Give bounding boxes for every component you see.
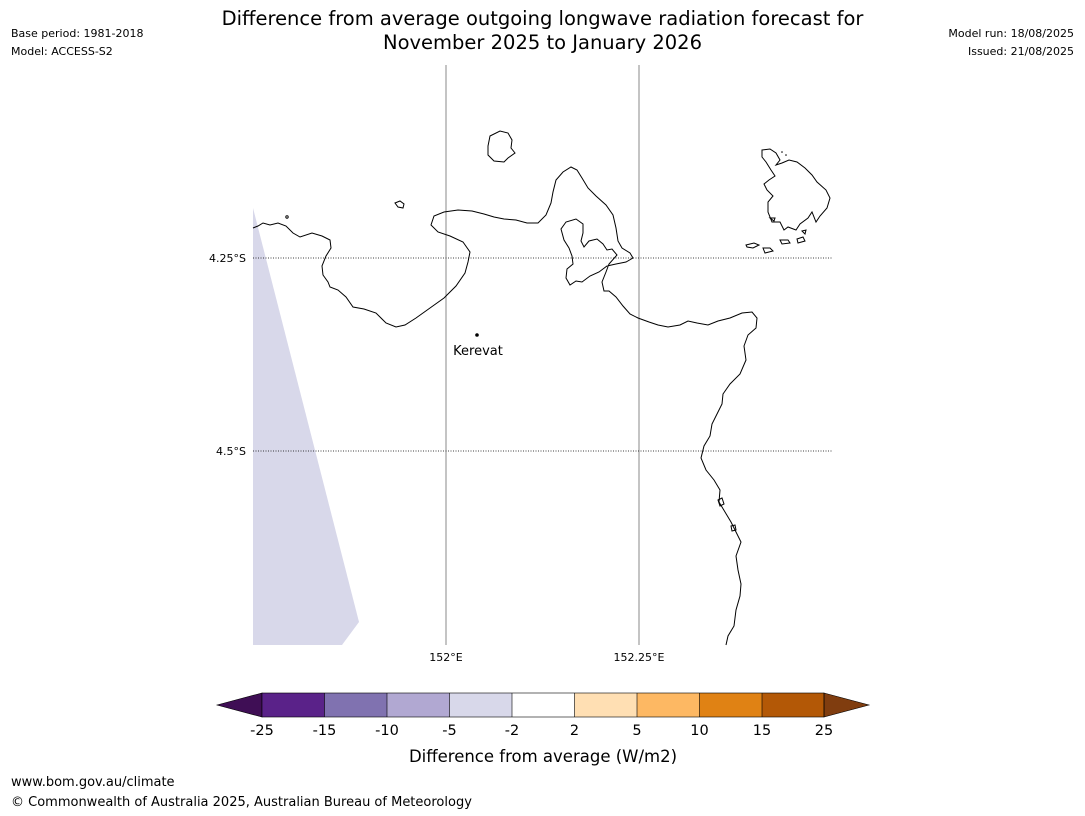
colorbar-tick: 15	[753, 723, 771, 739]
colorbar-tick: -10	[375, 723, 399, 739]
base-period: Base period: 1981-2018	[11, 27, 144, 40]
island-outline	[487, 130, 516, 163]
colorbar-segment	[699, 693, 762, 717]
model-run: Model run: 18/08/2025	[948, 27, 1074, 40]
colorbar-segment	[762, 693, 824, 717]
page-title: Difference from average outgoing longwav…	[0, 7, 1085, 55]
islet-outline	[781, 151, 783, 153]
place-label: Kerevat	[453, 344, 503, 359]
colorbar-segment	[637, 693, 700, 717]
colorbar-segment	[262, 693, 325, 717]
title-line-1: Difference from average outgoing longwav…	[221, 7, 864, 30]
colorbar-tick: -25	[250, 723, 274, 739]
kerevat-marker	[475, 333, 479, 337]
colorbar-segment	[449, 693, 512, 717]
islet-outline	[394, 200, 405, 209]
shaded-anomaly-region	[253, 208, 359, 645]
lat-label: 4.25°S	[209, 252, 246, 265]
lon-label: 152°E	[429, 651, 462, 664]
islet-outline	[779, 239, 791, 245]
islet-outline	[717, 497, 725, 507]
meta-right: Model run: 18/08/2025 Issued: 21/08/2025	[948, 25, 1074, 61]
islet-outline	[768, 217, 776, 222]
colorbar-tick: -2	[505, 723, 519, 739]
footer-url: www.bom.gov.au/climate	[11, 775, 175, 790]
colorbar-tick: 5	[632, 723, 641, 739]
colorbar-extend-low	[215, 692, 263, 718]
colorbar: -25 -15 -10 -5 -2 2 5 10 15 25 Differenc…	[215, 692, 871, 766]
colorbar-tick: -5	[442, 723, 456, 739]
model-name: Model: ACCESS-S2	[11, 45, 113, 58]
islet-outline	[745, 242, 761, 249]
colorbar-tick: 2	[570, 723, 579, 739]
island-outline	[761, 148, 831, 231]
colorbar-segment	[324, 693, 387, 717]
footer-copyright: © Commonwealth of Australia 2025, Austra…	[11, 795, 472, 810]
coastline	[252, 166, 758, 646]
colorbar-extend-high	[823, 692, 871, 718]
islet-outline	[785, 154, 787, 156]
colorbar-segment	[512, 693, 575, 717]
islet-outline	[762, 247, 774, 254]
colorbar-tick: 10	[690, 723, 708, 739]
lon-label: 152.25°E	[614, 651, 665, 664]
islet-outline	[285, 215, 289, 219]
islet-outline	[796, 236, 806, 244]
colorbar-segment	[574, 693, 637, 717]
lat-label: 4.5°S	[216, 445, 246, 458]
colorbar-frame	[261, 692, 825, 718]
islet-outline	[801, 229, 807, 235]
colorbar-tick: -15	[313, 723, 337, 739]
colorbar-label: Difference from average (W/m2)	[409, 747, 677, 766]
colorbar-tick: 25	[815, 723, 833, 739]
issued-date: Issued: 21/08/2025	[967, 45, 1074, 58]
colorbar-segment	[387, 693, 450, 717]
islet-outline	[730, 524, 737, 532]
meta-left: Base period: 1981-2018 Model: ACCESS-S2	[11, 25, 143, 61]
title-line-2: November 2025 to January 2026	[383, 31, 702, 54]
